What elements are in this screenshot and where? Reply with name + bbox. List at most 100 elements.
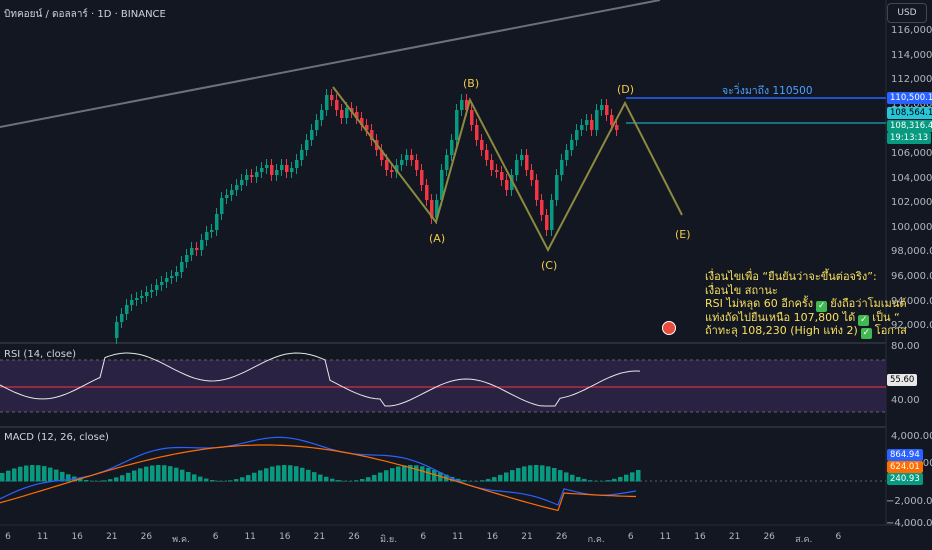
macd-bar [108, 479, 113, 482]
time-axis-label: มิ.ย. [380, 535, 398, 545]
candle [240, 180, 244, 185]
candle [230, 190, 234, 195]
candle [295, 160, 299, 168]
macd-bar [30, 465, 35, 482]
macd-bar [342, 480, 347, 482]
candle [270, 165, 274, 175]
candle [505, 180, 509, 190]
candle [490, 160, 494, 170]
time-axis-label: 21 [313, 532, 326, 542]
time-axis-label: 21 [106, 532, 118, 542]
macd-bar [630, 472, 635, 482]
macd-bar [294, 466, 299, 482]
time-axis-label: 11 [659, 532, 672, 542]
price-axis-label: 116,000.00 [891, 25, 932, 36]
candle [245, 175, 249, 180]
candle [335, 100, 339, 110]
note-line: ถ้าทะลุ 108,230 (High แท่ง 2) ✓ โอกาส [705, 324, 907, 339]
wave-label-b: (B) [463, 77, 480, 90]
candle [220, 198, 224, 214]
check-icon: ✓ [860, 328, 872, 339]
candle [435, 200, 439, 218]
candle [185, 255, 189, 262]
price-axis-label: 106,000.00 [891, 148, 932, 159]
candle [125, 305, 129, 314]
macd-bar [468, 480, 473, 482]
macd-title[interactable]: MACD (12, 26, close) [4, 432, 109, 443]
macd-bar [516, 468, 521, 482]
time-axis-label: 11 [36, 532, 49, 542]
candle [560, 160, 564, 175]
candle [545, 215, 549, 230]
macd-bar [318, 474, 323, 482]
time-axis-label: 26 [555, 532, 568, 542]
candle [225, 195, 229, 198]
macd-bar [90, 480, 95, 482]
macd-bar [132, 470, 137, 482]
macd-bar [210, 480, 215, 482]
candle [255, 172, 259, 177]
macd-bar [168, 466, 173, 482]
macd-bar [156, 465, 161, 482]
macd-bar [510, 470, 515, 482]
macd-bar [126, 472, 131, 482]
macd-bar [300, 467, 305, 482]
macd-bar [96, 480, 101, 482]
macd-bar [60, 471, 65, 482]
rsi-title[interactable]: RSI (14, close) [4, 349, 77, 360]
macd-bar [102, 480, 107, 482]
candle [315, 120, 319, 130]
candle [555, 175, 559, 200]
macd-bar [576, 477, 581, 482]
time-axis-label: 6 [5, 532, 11, 542]
wave-label-e: (E) [675, 228, 691, 241]
macd-bar [186, 472, 191, 482]
event-flag-icon[interactable] [662, 321, 676, 335]
macd-bar [330, 478, 335, 482]
macd-bar [390, 468, 395, 482]
candle [590, 120, 594, 130]
candle [325, 95, 329, 110]
macd-bar [420, 466, 425, 482]
macd-bar [36, 465, 41, 482]
candle [195, 248, 199, 250]
candle [280, 165, 284, 170]
candle [390, 170, 394, 172]
macd-bar [408, 465, 413, 482]
symbol-header[interactable]: บิทคอยน์ / ดอลลาร์ · 1D · BINANCE [4, 9, 166, 20]
candle [575, 130, 579, 140]
candle [440, 170, 444, 200]
macd-bar [558, 470, 563, 482]
price-axis-label: 112,000.00 [891, 74, 932, 86]
candle [570, 140, 574, 150]
candle [470, 110, 474, 125]
candle [260, 168, 264, 172]
note-line: เงื่อนไข สถานะ [705, 283, 778, 297]
currency-button[interactable]: USD [887, 3, 927, 23]
macd-bar [474, 480, 479, 482]
candle [580, 125, 584, 130]
wave-label-a: (A) [429, 232, 446, 245]
time-axis-label: 16 [694, 532, 706, 542]
price-axis-label: 92,000.00 [891, 320, 932, 332]
macd-bar [336, 480, 341, 482]
macd-bar [396, 466, 401, 482]
candle [235, 185, 239, 190]
note-line: RSI ไม่หลุด 60 อีกครั้ง ✓ ยังถือว่าโมเมนต์ [705, 297, 907, 312]
price-axis-label: 96,000.00 [891, 271, 932, 282]
macd-bar [234, 479, 239, 482]
macd-bar [594, 480, 599, 482]
candle [430, 200, 434, 218]
time-axis-label: 26 [348, 532, 360, 542]
candle [530, 170, 534, 180]
macd-bar [240, 477, 245, 482]
candle [455, 110, 459, 140]
target-label: จะวิ่งมาถึง 110500 [722, 85, 813, 97]
macd-bar [306, 469, 311, 482]
candle [595, 110, 599, 130]
macd-bar [228, 480, 233, 482]
candle [370, 130, 374, 140]
candle [150, 290, 154, 292]
macd-bar [486, 478, 491, 482]
